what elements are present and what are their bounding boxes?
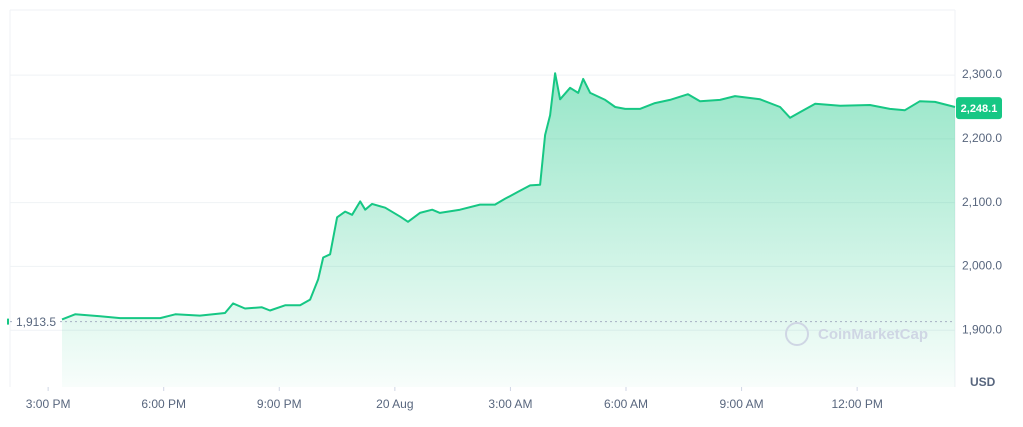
last-price-label: 2,248.1 [961, 103, 998, 115]
unit-label: USD [970, 375, 996, 389]
x-tick-label: 20 Aug [376, 397, 413, 411]
y-tick-label: 2,100.0 [962, 195, 1002, 209]
price-line [61, 72, 956, 321]
x-tick-label: 9:00 PM [257, 397, 302, 411]
reference-label: 1,913.5 [16, 315, 56, 329]
x-tick-label: 3:00 PM [26, 397, 71, 411]
watermark-logo [785, 322, 809, 346]
y-tick-label: 1,900.0 [962, 322, 1002, 336]
marks [10, 72, 956, 387]
x-tick-label: 12:00 PM [831, 397, 882, 411]
x-tick-label: 3:00 AM [488, 397, 532, 411]
x-tick-label: 9:00 AM [720, 397, 764, 411]
price-area [62, 73, 955, 387]
watermark: CoinMarketCap [818, 326, 928, 343]
x-tick-label: 6:00 AM [604, 397, 648, 411]
y-tick-label: 2,200.0 [962, 131, 1002, 145]
x-tick-label: 6:00 PM [141, 397, 186, 411]
y-tick-label: 2,000.0 [962, 259, 1002, 273]
y-tick-label: 2,300.0 [962, 67, 1002, 81]
last-price-badge [956, 97, 1002, 120]
reference-label-bg [12, 313, 60, 330]
